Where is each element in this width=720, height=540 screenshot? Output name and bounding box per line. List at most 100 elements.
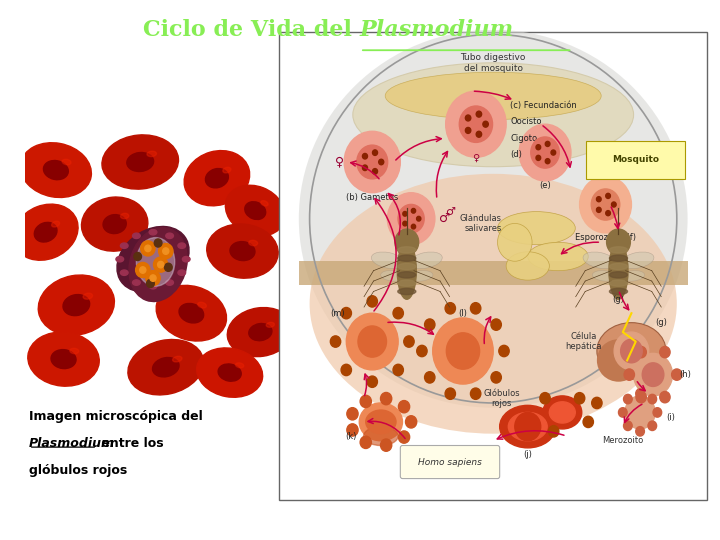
Ellipse shape xyxy=(498,212,575,245)
Circle shape xyxy=(545,141,550,146)
Ellipse shape xyxy=(249,323,272,341)
Circle shape xyxy=(519,124,571,181)
Circle shape xyxy=(398,401,410,413)
Circle shape xyxy=(618,408,627,417)
Circle shape xyxy=(476,131,482,137)
Ellipse shape xyxy=(179,303,204,323)
Ellipse shape xyxy=(205,168,228,188)
Text: (m): (m) xyxy=(330,309,345,318)
Ellipse shape xyxy=(63,295,90,315)
Circle shape xyxy=(360,436,372,449)
Ellipse shape xyxy=(397,242,416,299)
Circle shape xyxy=(653,408,662,417)
Text: (g): (g) xyxy=(613,294,624,303)
Ellipse shape xyxy=(153,357,179,377)
Circle shape xyxy=(446,333,480,369)
Text: (i): (i) xyxy=(666,413,675,422)
Ellipse shape xyxy=(120,270,128,275)
Circle shape xyxy=(575,393,585,404)
FancyBboxPatch shape xyxy=(400,446,500,478)
Circle shape xyxy=(341,307,351,319)
Circle shape xyxy=(470,388,481,400)
Circle shape xyxy=(146,271,160,286)
Circle shape xyxy=(150,275,156,281)
Ellipse shape xyxy=(52,221,60,227)
Text: (j): (j) xyxy=(523,450,532,460)
Text: Glándulas
salivares: Glándulas salivares xyxy=(460,214,502,233)
Circle shape xyxy=(624,369,634,380)
Ellipse shape xyxy=(609,280,628,286)
Ellipse shape xyxy=(230,241,255,261)
Ellipse shape xyxy=(166,233,174,239)
Ellipse shape xyxy=(20,143,91,198)
Circle shape xyxy=(145,245,151,252)
FancyBboxPatch shape xyxy=(586,141,685,179)
Circle shape xyxy=(163,248,169,254)
Circle shape xyxy=(596,197,601,202)
Circle shape xyxy=(360,395,372,408)
Circle shape xyxy=(465,115,471,121)
Ellipse shape xyxy=(397,280,416,286)
Circle shape xyxy=(551,150,556,155)
Circle shape xyxy=(515,413,541,441)
Ellipse shape xyxy=(132,233,140,239)
Circle shape xyxy=(536,156,541,160)
Ellipse shape xyxy=(310,174,677,434)
Ellipse shape xyxy=(120,213,129,219)
Ellipse shape xyxy=(549,402,575,423)
Circle shape xyxy=(164,263,172,271)
Text: (b) Gametos: (b) Gametos xyxy=(346,193,398,202)
Circle shape xyxy=(483,121,488,127)
Text: Plasmodium: Plasmodium xyxy=(29,437,114,450)
Ellipse shape xyxy=(597,322,666,379)
Text: ♂: ♂ xyxy=(445,207,455,217)
Text: (l): (l) xyxy=(459,309,467,318)
Circle shape xyxy=(636,427,644,436)
Circle shape xyxy=(445,302,456,314)
Circle shape xyxy=(330,336,341,347)
Circle shape xyxy=(425,372,435,383)
Text: (d): (d) xyxy=(510,151,522,159)
Text: Esporozoito (f): Esporozoito (f) xyxy=(575,233,636,242)
Text: (c) Fecundación: (c) Fecundación xyxy=(510,101,577,110)
Circle shape xyxy=(372,150,377,156)
Ellipse shape xyxy=(166,280,174,285)
Text: entre los: entre los xyxy=(97,437,164,450)
Circle shape xyxy=(614,332,649,370)
Circle shape xyxy=(417,217,421,221)
Circle shape xyxy=(459,106,492,143)
Circle shape xyxy=(387,193,435,245)
Ellipse shape xyxy=(173,356,182,362)
Ellipse shape xyxy=(120,243,128,248)
Ellipse shape xyxy=(506,252,549,280)
Ellipse shape xyxy=(381,271,405,281)
Circle shape xyxy=(402,221,407,226)
Ellipse shape xyxy=(609,247,628,253)
Ellipse shape xyxy=(235,363,244,368)
Text: Merozoito: Merozoito xyxy=(602,436,644,446)
Text: Célula
hepática: Célula hepática xyxy=(566,332,602,351)
Ellipse shape xyxy=(500,406,556,448)
Circle shape xyxy=(549,426,559,437)
Circle shape xyxy=(379,159,384,165)
Ellipse shape xyxy=(198,302,207,308)
Text: (a): (a) xyxy=(397,245,408,254)
Ellipse shape xyxy=(43,160,68,180)
Ellipse shape xyxy=(149,284,157,289)
Ellipse shape xyxy=(83,293,93,299)
Circle shape xyxy=(660,347,670,358)
Circle shape xyxy=(367,376,377,387)
Ellipse shape xyxy=(409,271,433,281)
Circle shape xyxy=(491,319,501,330)
Circle shape xyxy=(433,318,493,384)
Ellipse shape xyxy=(116,256,124,262)
Circle shape xyxy=(402,212,407,216)
Circle shape xyxy=(346,313,398,370)
Ellipse shape xyxy=(228,308,294,356)
Circle shape xyxy=(596,207,601,212)
Text: Mosquito: Mosquito xyxy=(612,155,660,164)
Circle shape xyxy=(380,393,392,405)
Ellipse shape xyxy=(397,264,416,269)
Circle shape xyxy=(531,137,559,168)
Circle shape xyxy=(606,193,611,198)
